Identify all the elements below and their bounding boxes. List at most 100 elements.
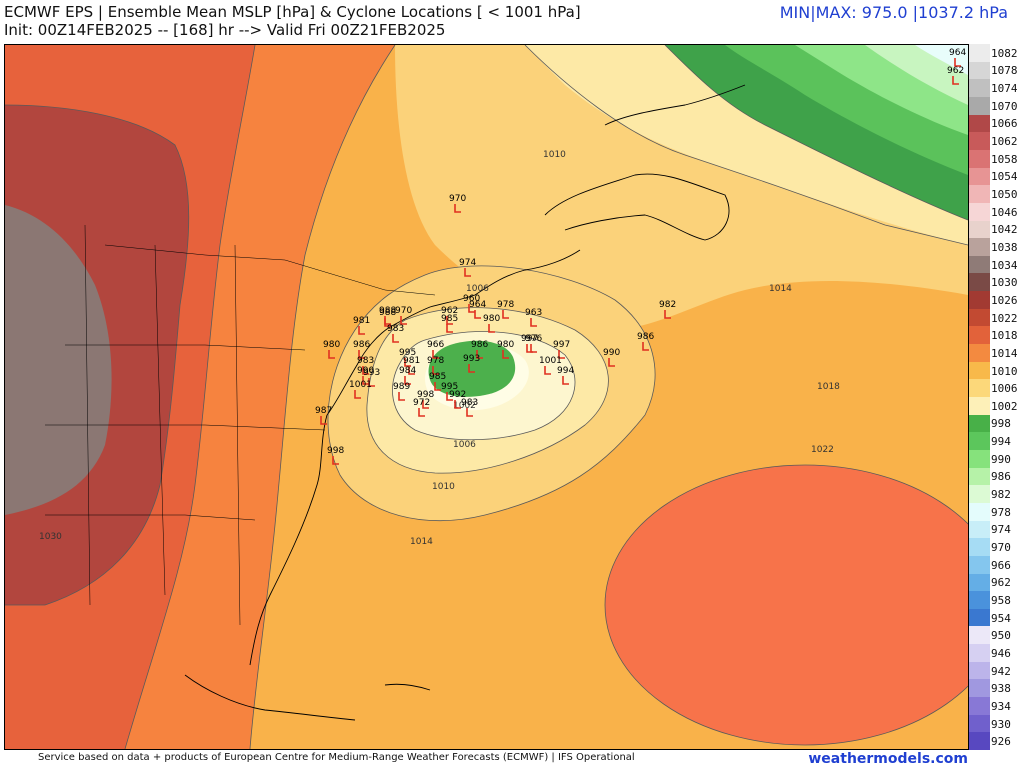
colorbar-swatch xyxy=(969,608,990,627)
colorbar-swatch xyxy=(969,485,990,504)
pressure-colorbar: 1082 1078 1074 1070 1066 1062 1058 1054 1050 1046… xyxy=(969,44,1024,751)
colorbar-label: 1050 xyxy=(991,188,1018,202)
colorbar-label: 1046 xyxy=(991,205,1018,219)
cyclone-low-marker: 997 xyxy=(553,340,570,359)
colorbar-label: 994 xyxy=(991,435,1011,449)
cyclone-low-label: 981 xyxy=(403,356,420,366)
low-l-symbol xyxy=(404,376,411,385)
colorbar-label: 990 xyxy=(991,452,1011,466)
colorbar-swatch xyxy=(969,626,990,645)
cyclone-low-label: 989 xyxy=(393,382,410,392)
colorbar-swatch xyxy=(969,308,990,327)
low-l-symbol xyxy=(362,376,369,385)
cyclone-low-marker: 986 xyxy=(471,340,488,359)
low-l-symbol xyxy=(400,316,407,325)
cyclone-low-label: 1001 xyxy=(539,356,562,366)
cyclone-low-marker: 995 xyxy=(441,382,458,401)
cyclone-low-marker: 980 xyxy=(483,314,500,333)
cyclone-low-label: 997 xyxy=(553,340,570,350)
colorbar-label: 1062 xyxy=(991,135,1018,149)
colorbar-label: 1014 xyxy=(991,346,1018,360)
colorbar-swatch xyxy=(969,449,990,469)
cyclone-low-marker: 978 xyxy=(427,356,444,375)
colorbar-label: 934 xyxy=(991,699,1011,713)
colorbar-label: 1066 xyxy=(991,117,1018,131)
colorbar-swatch xyxy=(969,538,990,557)
site-watermark[interactable]: weathermodels.com xyxy=(808,751,968,767)
cyclone-low-label: 978 xyxy=(497,300,514,310)
cyclone-low-marker: 989 xyxy=(393,382,410,401)
coastlines xyxy=(184,84,746,721)
cyclone-low-marker: 990 xyxy=(603,348,620,367)
low-l-symbol xyxy=(502,350,509,359)
isobar-label: 1014 xyxy=(769,284,792,294)
cyclone-low-marker: 986 xyxy=(353,340,370,359)
cyclone-low-marker: 960 xyxy=(463,294,480,313)
cyclone-low-label: 997 xyxy=(521,334,538,344)
cyclone-low-label: 990 xyxy=(357,366,374,376)
colorbar-swatch xyxy=(969,432,990,451)
colorbar-label: 998 xyxy=(991,417,1011,431)
colorbar-label: 974 xyxy=(991,523,1011,537)
colorbar-label: 1078 xyxy=(991,64,1018,78)
colorbar-swatch xyxy=(969,44,990,63)
chart-title: ECMWF EPS | Ensemble Mean MSLP [hPa] & C… xyxy=(4,3,581,21)
pressure-map[interactable]: 1030 1022 1018 1014 1014 1010 1010 1006 … xyxy=(4,44,969,750)
isobar-label: 1010 xyxy=(543,150,566,160)
cyclone-low-marker: 978 xyxy=(497,300,514,319)
low-l-symbol xyxy=(562,376,569,385)
colorbar-swatch xyxy=(969,238,990,257)
cyclone-low-marker: 974 xyxy=(459,258,476,277)
cyclone-low-label: 985 xyxy=(429,372,446,382)
cyclone-low-marker: 998 xyxy=(327,446,344,465)
cyclone-low-marker: 984 xyxy=(399,366,416,385)
data-credit: Service based on data + products of Euro… xyxy=(38,752,635,763)
cyclone-low-label: 983 xyxy=(357,356,374,366)
colorbar-swatch xyxy=(969,379,990,398)
colorbar-label: 930 xyxy=(991,717,1011,731)
low-l-symbol xyxy=(408,366,415,375)
colorbar-label: 954 xyxy=(991,611,1011,625)
colorbar-label: 1018 xyxy=(991,329,1018,343)
cyclone-low-marker: 998 xyxy=(417,390,434,409)
cyclone-low-marker: 982 xyxy=(659,300,676,319)
colorbar-label: 1030 xyxy=(991,276,1018,290)
cyclone-low-marker: 994 xyxy=(557,366,574,385)
low-l-symbol xyxy=(434,382,441,391)
cyclone-low-marker: 970 xyxy=(449,194,466,213)
cyclone-low-label: 963 xyxy=(525,308,542,318)
low-l-symbol xyxy=(642,342,649,351)
political-borders xyxy=(45,224,436,626)
cyclone-low-label: 964 xyxy=(949,48,966,58)
colorbar-label: 1006 xyxy=(991,382,1018,396)
colorbar-swatch xyxy=(969,273,990,292)
cyclone-low-label: 993 xyxy=(463,354,480,364)
cyclone-low-marker: 986 xyxy=(637,332,654,351)
cyclone-low-label: 988 xyxy=(379,308,396,318)
colorbar-label: 1070 xyxy=(991,99,1018,113)
colorbar-label: 962 xyxy=(991,576,1011,590)
low-l-symbol xyxy=(368,378,375,387)
cyclone-low-marker: 983 xyxy=(461,398,478,417)
isobar-value-labels: 1030 1022 1018 1014 1014 1010 1010 1006 … xyxy=(39,150,840,547)
colorbar-swatch xyxy=(969,555,990,574)
colorbar-swatch xyxy=(969,414,990,433)
cyclone-low-label: 964 xyxy=(469,300,486,310)
cyclone-low-marker: 992 xyxy=(449,390,466,409)
cyclone-low-label: 984 xyxy=(399,366,416,376)
low-l-symbol xyxy=(530,344,537,353)
cyclone-low-label: 980 xyxy=(497,340,514,350)
colorbar-swatch xyxy=(969,591,990,610)
colorbar-label: 1042 xyxy=(991,223,1018,237)
cyclone-low-marker: 962 xyxy=(947,66,964,85)
colorbar-swatch xyxy=(969,397,990,416)
low-l-symbol xyxy=(476,350,483,359)
low-l-symbol xyxy=(474,310,481,319)
cyclone-low-label: 998 xyxy=(417,390,434,400)
cyclone-low-label: 980 xyxy=(323,340,340,350)
colorbar-label: 966 xyxy=(991,558,1011,572)
cyclone-low-label: 992 xyxy=(449,390,466,400)
low-l-symbol xyxy=(384,318,391,327)
cyclone-low-label: 974 xyxy=(459,258,476,268)
low-l-symbol xyxy=(354,390,361,399)
